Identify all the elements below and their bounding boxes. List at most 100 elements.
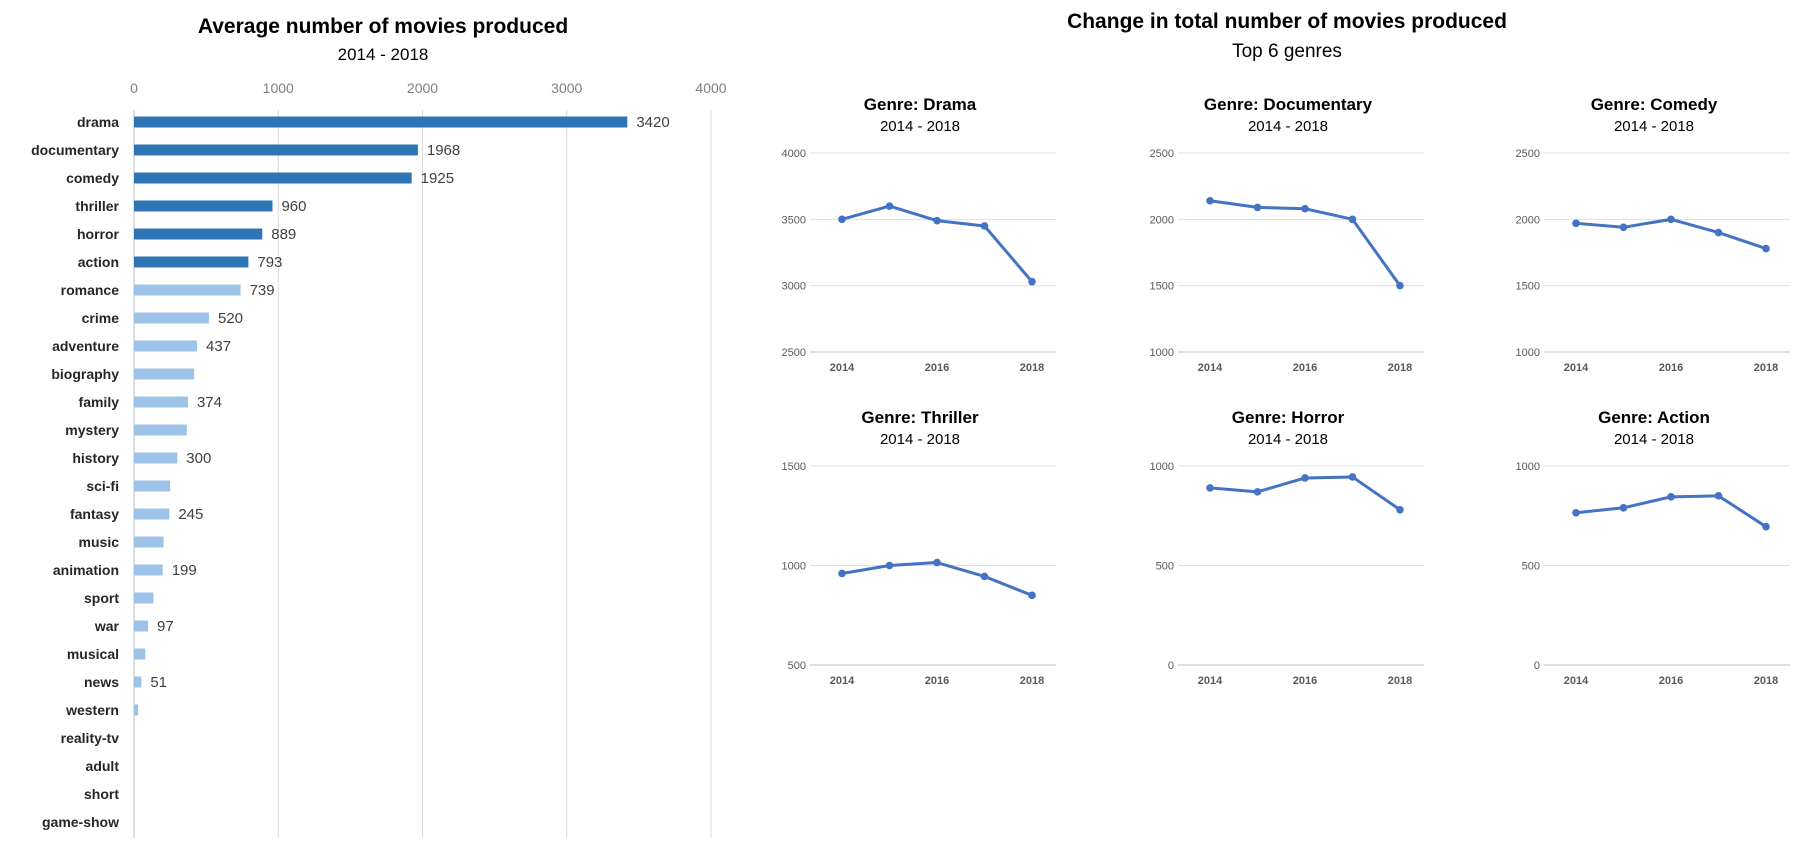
line-point <box>1572 219 1580 228</box>
line-panel-subtitle: 2014 - 2018 <box>880 431 960 448</box>
line-panel-subtitle: 2014 - 2018 <box>1614 431 1694 448</box>
bar <box>134 144 418 156</box>
bar-category-label: adult <box>86 758 120 774</box>
line-point <box>1028 277 1036 286</box>
bar <box>134 256 249 268</box>
bar <box>134 452 178 464</box>
bar <box>134 396 188 408</box>
bar-chart-bars <box>134 116 628 716</box>
bar-chart-x-axis: 0 1000 2000 3000 4000 <box>130 80 727 96</box>
line-x-tick-label: 2014 <box>830 675 855 687</box>
line-point <box>933 558 941 567</box>
line-point <box>1572 508 1580 517</box>
bar-data-label: 245 <box>178 506 203 523</box>
bar-category-label: western <box>65 702 119 718</box>
line-y-tick-label: 1500 <box>782 461 806 473</box>
bar-data-label: 520 <box>218 310 243 327</box>
line-charts-panel: Change in total number of movies produce… <box>782 10 1790 687</box>
line-y-tick-label: 1500 <box>1150 281 1174 293</box>
bar-data-label: 437 <box>206 338 231 355</box>
line-point <box>1301 204 1309 213</box>
bar-category-label: history <box>72 450 119 466</box>
line-point <box>1619 503 1628 512</box>
line-panel-title: Genre: Action <box>1598 408 1710 427</box>
line-y-tick-label: 1000 <box>1516 347 1540 359</box>
bar-data-label: 889 <box>271 226 296 243</box>
line-point <box>980 222 989 230</box>
bar-category-label: music <box>79 534 120 550</box>
bar <box>134 200 273 212</box>
line-panel-6: Genre: Action 2014 - 2018 0 500 1000 2014 2016… <box>1516 408 1790 687</box>
bar-data-label: 300 <box>186 450 211 467</box>
line-panel-3: Genre: Comedy 2014 - 2018 1000 1500 2000 2500… <box>1516 95 1790 374</box>
bar-category-label: sport <box>84 590 119 606</box>
bar-data-label: 793 <box>257 254 282 271</box>
line-x-tick-label: 2016 <box>1659 362 1683 374</box>
bar-category-label: comedy <box>66 170 119 186</box>
line-panels-group: Genre: Drama 2014 - 2018 2500 3000 3500 4000 2… <box>782 95 1790 687</box>
line-panel-title: Genre: Horror <box>1232 408 1345 427</box>
line-panel-4: Genre: Thriller 2014 - 2018 500 1000 1500 201… <box>782 408 1056 687</box>
bar-category-label: horror <box>77 226 120 242</box>
line-panel-subtitle: 2014 - 2018 <box>880 118 960 135</box>
line-point <box>1253 488 1262 496</box>
line-point <box>1667 493 1675 501</box>
bar-x-tick-label: 1000 <box>263 80 294 96</box>
line-panel-subtitle: 2014 - 2018 <box>1614 118 1694 135</box>
line-point <box>933 216 941 225</box>
bar <box>134 536 164 548</box>
line-panel-title: Genre: Thriller <box>861 408 979 427</box>
line-point <box>1619 223 1628 232</box>
line-x-tick-label: 2016 <box>925 362 949 374</box>
bar-category-label: family <box>79 394 120 410</box>
line-x-tick-label: 2014 <box>830 362 855 374</box>
bar-category-label: sci-fi <box>86 478 119 494</box>
bar-chart-data-labels: 3420 1968 1925 960 889 793 739 520 437 374 300 245 1… <box>150 114 669 691</box>
line-panel-title: Genre: Documentary <box>1204 95 1373 114</box>
line-y-tick-label: 3500 <box>782 214 806 226</box>
line-x-tick-label: 2016 <box>1293 362 1317 374</box>
line-point <box>1301 474 1309 482</box>
line-y-tick-label: 3000 <box>782 281 806 293</box>
bar-category-label: fantasy <box>70 506 119 522</box>
bar-data-label: 1925 <box>421 170 454 187</box>
line-y-tick-label: 2000 <box>1150 214 1174 226</box>
line-point <box>838 215 846 224</box>
line-point <box>885 561 894 570</box>
bar-category-label: documentary <box>31 142 119 158</box>
bar-category-label: animation <box>53 562 119 578</box>
line-y-tick-label: 2000 <box>1516 214 1540 226</box>
bar <box>134 620 148 632</box>
bar <box>134 340 198 352</box>
bar <box>134 284 241 296</box>
line-panel-subtitle: 2014 - 2018 <box>1248 118 1328 135</box>
line-point <box>1028 591 1036 600</box>
bar-chart-y-axis: drama documentary comedy thriller horror acti… <box>31 114 119 830</box>
line-point <box>1253 203 1262 212</box>
bar-data-label: 739 <box>250 282 275 299</box>
bar-category-label: thriller <box>75 198 119 214</box>
line-y-tick-label: 4000 <box>782 148 806 160</box>
bar-data-label: 51 <box>150 674 167 691</box>
bar-category-label: news <box>84 674 119 690</box>
bar-category-label: mystery <box>65 422 119 438</box>
bar-x-tick-label: 0 <box>130 80 138 96</box>
bar-chart-gridlines <box>133 110 712 838</box>
line-point <box>885 202 894 210</box>
line-y-tick-label: 2500 <box>1150 148 1174 160</box>
bar-data-label: 199 <box>172 562 197 579</box>
bar <box>134 508 170 520</box>
bar <box>134 172 412 184</box>
line-x-tick-label: 2018 <box>1388 675 1412 687</box>
bar <box>134 564 163 576</box>
bar-category-label: musical <box>67 646 119 662</box>
line-point <box>1206 196 1214 205</box>
line-panel-1: Genre: Drama 2014 - 2018 2500 3000 3500 4000 2… <box>782 95 1056 374</box>
line-point <box>1348 215 1357 224</box>
line-y-tick-label: 1500 <box>1516 281 1540 293</box>
line-y-tick-label: 1000 <box>782 561 806 573</box>
line-panel-2: Genre: Documentary 2014 - 2018 1000 1500 200… <box>1150 95 1424 374</box>
bar-category-label: short <box>84 786 119 802</box>
bar-category-label: game-show <box>42 814 119 830</box>
line-point <box>1396 505 1404 514</box>
